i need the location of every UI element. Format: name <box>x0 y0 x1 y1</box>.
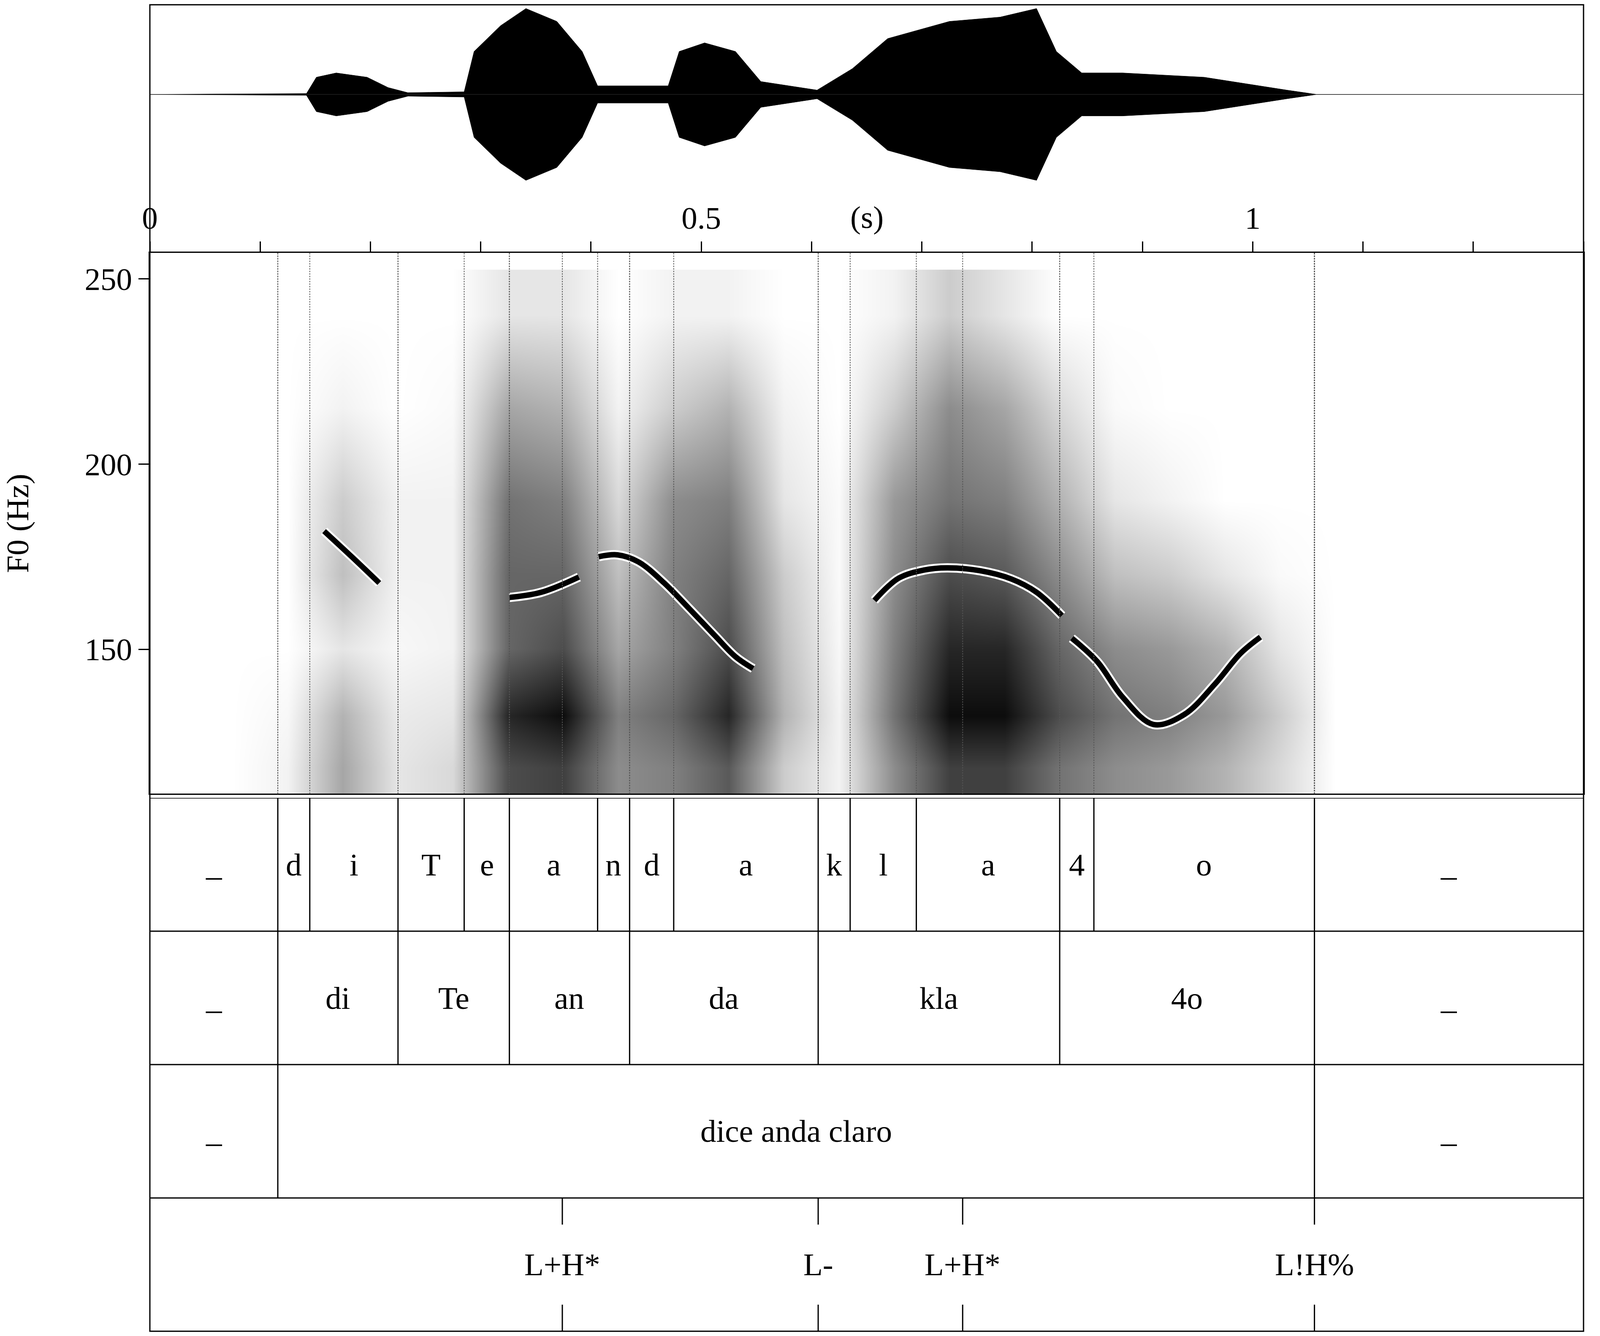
svg-text:_: _ <box>205 980 223 1016</box>
svg-text:250: 250 <box>84 261 133 297</box>
svg-text:_: _ <box>205 847 223 883</box>
svg-text:kla: kla <box>919 980 959 1016</box>
svg-text:da: da <box>708 980 739 1016</box>
svg-text:an: an <box>554 980 585 1016</box>
svg-text:4o: 4o <box>1171 980 1203 1016</box>
svg-text:o: o <box>1195 847 1213 883</box>
svg-text:d: d <box>643 847 660 883</box>
svg-text:dice anda claro: dice anda claro <box>700 1113 893 1149</box>
svg-text:150: 150 <box>84 631 133 668</box>
svg-text:1: 1 <box>1244 200 1262 236</box>
svg-text:i: i <box>349 847 359 883</box>
svg-text:_: _ <box>1440 847 1458 883</box>
svg-text:L+H*: L+H* <box>924 1247 1001 1283</box>
svg-text:a: a <box>981 847 996 883</box>
svg-text:L+H*: L+H* <box>524 1247 601 1283</box>
svg-text:e: e <box>480 847 494 883</box>
svg-text:d: d <box>285 847 302 883</box>
svg-text:_: _ <box>205 1113 223 1149</box>
svg-text:_: _ <box>1440 980 1458 1016</box>
svg-text:F0 (Hz): F0 (Hz) <box>0 473 36 573</box>
svg-text:k: k <box>826 847 843 883</box>
svg-text:a: a <box>546 847 561 883</box>
svg-text:L!H%: L!H% <box>1274 1247 1354 1283</box>
svg-text:T: T <box>421 847 441 883</box>
svg-text:_: _ <box>1440 1113 1458 1149</box>
svg-text:0: 0 <box>141 200 158 236</box>
svg-text:a: a <box>738 847 753 883</box>
svg-text:di: di <box>325 980 350 1016</box>
svg-text:200: 200 <box>84 447 133 483</box>
svg-text:n: n <box>605 847 622 883</box>
svg-text:4: 4 <box>1068 847 1085 883</box>
svg-text:l: l <box>878 847 888 883</box>
svg-text:0.5: 0.5 <box>681 200 722 236</box>
svg-text:Te: Te <box>438 980 470 1016</box>
svg-text:L-: L- <box>803 1247 834 1283</box>
svg-text:(s): (s) <box>850 199 884 235</box>
